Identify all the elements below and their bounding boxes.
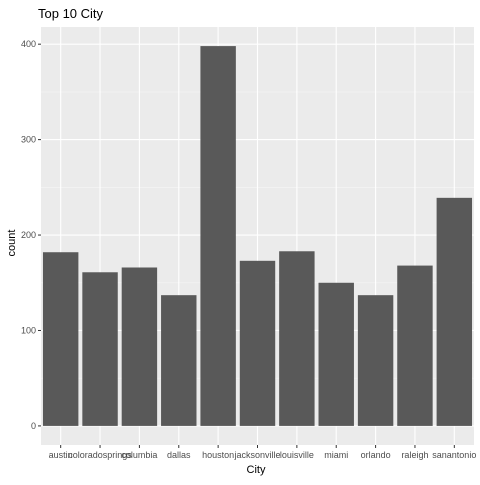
x-tick-label: orlando (361, 450, 391, 460)
bars (42, 46, 473, 426)
chart-title: Top 10 City (38, 6, 104, 21)
bar-jacksonville (239, 260, 276, 426)
x-tick-label: jacksonville (233, 450, 280, 460)
y-axis-ticks: 0 100 200 300 400 (21, 39, 41, 431)
x-tick-label: houston (202, 450, 234, 460)
bar-houston (200, 46, 236, 426)
bar-raleigh (397, 265, 433, 426)
bar-coloradosprings (82, 272, 118, 426)
bar-orlando (357, 295, 394, 426)
bar-austin (42, 252, 79, 426)
bar-columbia (121, 267, 158, 426)
x-tick-label: austin (49, 450, 73, 460)
bar-sanantonio (436, 197, 473, 426)
bar-louisville (279, 251, 315, 426)
y-tick-label: 300 (21, 135, 36, 145)
bar-dallas (161, 295, 197, 426)
x-tick-label: louisville (280, 450, 314, 460)
x-tick-label: sanantonio (432, 450, 476, 460)
y-tick-label: 400 (21, 39, 36, 49)
y-tick-label: 0 (31, 421, 36, 431)
x-tick-label: columbia (121, 450, 157, 460)
y-tick-label: 200 (21, 230, 36, 240)
bar-miami (318, 282, 354, 426)
x-tick-label: dallas (167, 450, 191, 460)
x-axis-title: City (247, 464, 266, 476)
y-axis-title: count (6, 230, 18, 257)
x-tick-label: miami (324, 450, 348, 460)
x-tick-label: raleigh (401, 450, 428, 460)
x-tick-label: coloradosprings (68, 450, 132, 460)
y-tick-label: 100 (21, 325, 36, 335)
